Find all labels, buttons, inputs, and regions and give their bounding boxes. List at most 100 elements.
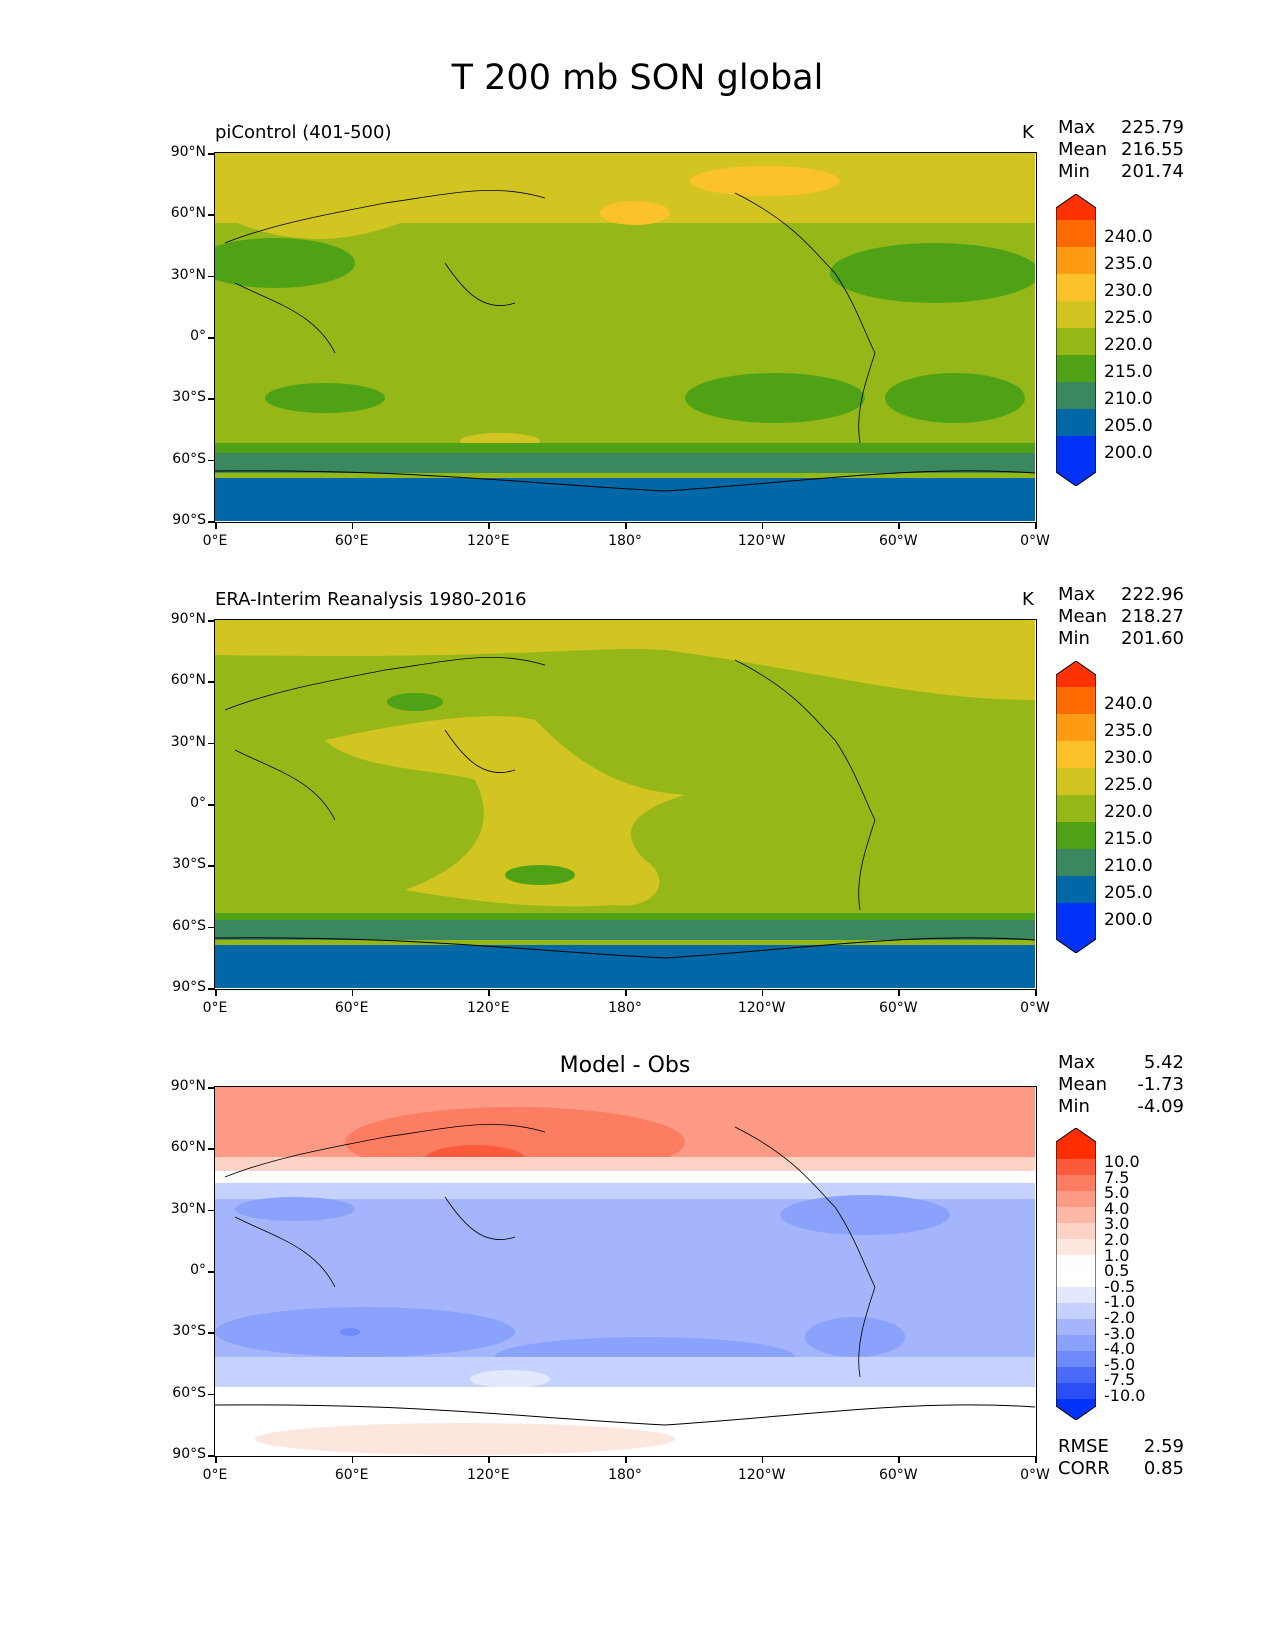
colorbar-label: 7.5: [1104, 1167, 1130, 1187]
colorbar-label: 220.0: [1104, 802, 1153, 822]
lat-tick-label: 30°N: [170, 1200, 206, 1217]
colorbar-label: 3.0: [1104, 1214, 1130, 1234]
colorbar-label: -0.5: [1104, 1276, 1136, 1296]
map-diff-field: [215, 1087, 1035, 1455]
colorbar-label: 2.0: [1104, 1229, 1130, 1249]
colorbar-diff-labels: 10.0 7.5 5.0 4.0 3.0 2.0 1.0 0.5 -0.5 -1…: [1104, 1154, 1145, 1404]
lon-tick-label: 60°E: [334, 1467, 369, 1483]
stat-label: Mean: [1058, 606, 1108, 627]
lon-tick-mark: [898, 523, 900, 529]
lon-tick-mark: [1035, 990, 1037, 996]
lon-tick-mark: [351, 1457, 354, 1463]
lat-tick-label: 30°S: [172, 856, 206, 873]
lon-tick-mark: [761, 523, 764, 529]
colorbar-label: 230.0: [1104, 748, 1153, 768]
lon-tick-mark: [351, 990, 354, 996]
lon-tick-label: 0°E: [202, 1000, 228, 1016]
colorbar-label: 240.0: [1104, 694, 1153, 714]
colorbar-label: 210.0: [1104, 389, 1153, 409]
lat-tick-mark: [208, 521, 214, 523]
panel-title-model: piControl (401-500): [215, 122, 392, 143]
metric-rmse-value: 2.59: [1143, 1436, 1184, 1457]
colorbar-label: 220.0: [1104, 335, 1153, 355]
lon-tick-label: 60°E: [334, 533, 369, 549]
map-obs: [214, 619, 1037, 990]
colorbar-diff: [1055, 1127, 1097, 1421]
colorbar-label: 210.0: [1104, 856, 1153, 876]
metric-label: CORR: [1058, 1458, 1110, 1479]
lat-tick-label: 30°S: [172, 1323, 206, 1340]
panel-title-obs: ERA-Interim Reanalysis 1980-2016: [215, 589, 527, 610]
lon-tick-label: 0°E: [202, 1467, 228, 1483]
lat-tick-label: 60°S: [172, 917, 206, 934]
lat-tick-label: 90°S: [172, 979, 206, 995]
lat-tick-label: 0°: [190, 1262, 206, 1278]
lon-tick-mark: [215, 523, 217, 529]
stat-mean-value: 218.27: [1121, 606, 1184, 627]
lon-tick-label: 180°: [608, 1000, 642, 1016]
lat-tick-mark: [208, 742, 214, 745]
colorbar-label: -5.0: [1104, 1354, 1136, 1374]
colorbar-label: -2.0: [1104, 1307, 1136, 1327]
lon-tick-mark: [1035, 523, 1037, 529]
lon-tick-label: 60°W: [878, 1000, 918, 1016]
lat-tick-mark: [208, 1087, 214, 1089]
stat-mean-value: -1.73: [1137, 1074, 1184, 1095]
lon-tick-mark: [488, 990, 490, 996]
panel-units-model: K: [1022, 122, 1034, 143]
stat-max-value: 5.42: [1143, 1052, 1184, 1073]
lat-tick-label: 0°: [190, 795, 206, 811]
stat-label: Min: [1058, 1096, 1090, 1117]
stat-label: Min: [1058, 628, 1090, 649]
stat-max-value: 225.79: [1121, 117, 1184, 138]
lon-tick-label: 0°W: [1020, 1467, 1050, 1483]
colorbar-label: -3.0: [1104, 1323, 1136, 1343]
panel-units-obs: K: [1022, 589, 1034, 610]
colorbar-label: 215.0: [1104, 829, 1153, 849]
lat-tick-mark: [208, 1271, 214, 1273]
colorbar-label: 10.0: [1104, 1152, 1140, 1171]
lat-tick-label: 90°N: [170, 1078, 206, 1094]
lon-tick-mark: [488, 523, 490, 529]
lon-tick-label: 120°W: [737, 1467, 786, 1483]
lat-tick-mark: [208, 337, 214, 339]
colorbar-label: 230.0: [1104, 281, 1153, 301]
colorbar-label: 1.0: [1104, 1245, 1130, 1265]
lat-tick-label: 90°S: [172, 512, 206, 528]
lat-tick-label: 60°N: [170, 672, 206, 689]
stat-label: Max: [1058, 1052, 1096, 1073]
lon-tick-mark: [215, 1457, 217, 1463]
lon-tick-mark: [625, 523, 627, 529]
lon-tick-label: 120°W: [737, 533, 786, 549]
lat-tick-mark: [208, 1455, 214, 1457]
colorbar-label: 215.0: [1104, 362, 1153, 382]
lat-tick-mark: [208, 1209, 214, 1212]
lat-tick-mark: [208, 398, 214, 400]
colorbar-label: 205.0: [1104, 883, 1153, 903]
lat-tick-label: 0°: [190, 328, 206, 344]
lat-tick-mark: [208, 1393, 214, 1396]
colorbar-label: -1.0: [1104, 1292, 1136, 1312]
lon-tick-mark: [625, 1457, 627, 1463]
lat-tick-mark: [208, 214, 214, 216]
panel-title-diff: Model - Obs: [559, 1053, 691, 1078]
map-model-field: [215, 153, 1035, 521]
lat-tick-mark: [208, 988, 214, 990]
lon-tick-label: 60°W: [878, 1467, 918, 1483]
colorbar-label: 205.0: [1104, 416, 1153, 436]
lon-tick-mark: [898, 1457, 900, 1463]
colorbar-obs-svg: [1055, 660, 1097, 954]
colorbar-label: -7.5: [1104, 1370, 1136, 1390]
lon-tick-mark: [761, 990, 764, 996]
stats-diff: Max 5.42 Mean -1.73 Min -4.09: [1058, 1052, 1184, 1118]
stat-min-value: 201.60: [1121, 628, 1184, 649]
colorbar-diff-svg: [1055, 1127, 1097, 1421]
colorbar-label: 200.0: [1104, 910, 1153, 930]
stat-min-value: -4.09: [1137, 1096, 1184, 1117]
colorbar-label: 5.0: [1104, 1183, 1130, 1203]
lon-tick-mark: [1035, 1457, 1037, 1463]
lat-tick-label: 90°N: [170, 611, 206, 627]
lat-tick-label: 30°N: [170, 266, 206, 283]
colorbar-model: [1055, 193, 1097, 487]
figure-title: T 200 mb SON global: [451, 58, 824, 98]
